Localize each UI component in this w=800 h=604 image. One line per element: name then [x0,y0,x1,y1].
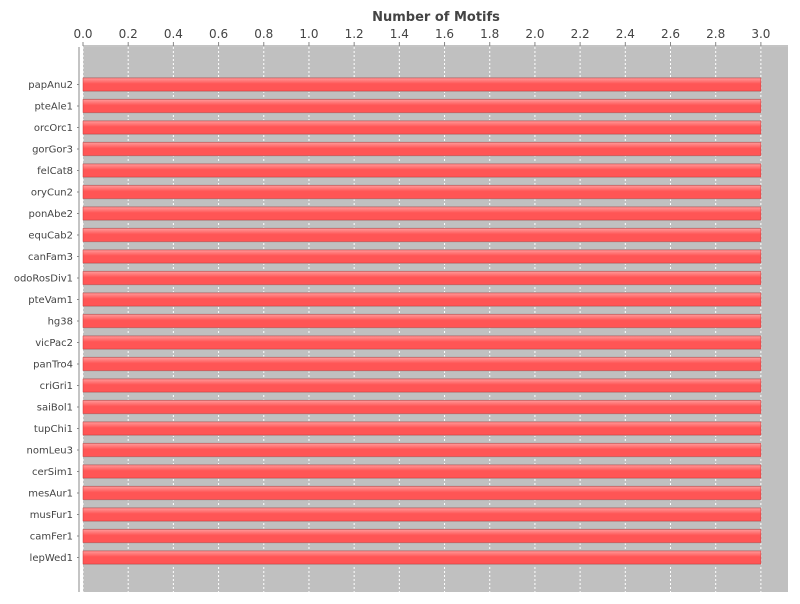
bar [82,185,762,199]
bar [82,249,762,264]
y-tick-label: felCat8 [37,166,73,177]
x-tick-label: 0.6 [209,27,228,41]
bar [82,271,762,285]
y-tick-label: orcOrc1 [34,123,73,134]
bar [82,507,762,522]
y-tick-label: lepWed1 [30,553,73,564]
x-tick-label: 1.8 [480,27,499,41]
bar [82,464,762,479]
bar [82,163,762,178]
bar [82,142,762,156]
bar [82,292,762,307]
x-tick-label: 1.4 [390,27,409,41]
bar [82,77,762,92]
y-tick-label: canFam3 [28,252,73,263]
bar [82,228,762,242]
y-tick-label: equCab2 [28,231,73,242]
y-tick-label: gorGor3 [32,145,73,156]
y-tick-label: tupChi1 [34,424,73,435]
y-tick-label: panTro4 [33,360,73,371]
x-tick-label: 2.0 [525,27,544,41]
y-tick-label: vicPac2 [35,338,73,349]
y-tick-label: mesAur1 [28,489,73,500]
bar [82,378,762,393]
bar [82,421,762,436]
x-tick-label: 2.2 [571,27,590,41]
x-tick-label: 0.0 [73,27,92,41]
bar [82,443,762,457]
y-tick-label: hg38 [48,317,73,328]
x-tick-label: 1.6 [435,27,454,41]
bar [82,529,762,543]
bar [82,335,762,350]
bar [82,357,762,371]
x-tick-label: 2.6 [661,27,680,41]
y-tick-label: odoRosDiv1 [14,274,73,285]
bar [82,206,762,221]
y-tick-label: pteAle1 [34,102,73,113]
x-tick-label: 0.4 [164,27,183,41]
x-tick-label: 1.2 [345,27,364,41]
y-tick-label: oryCun2 [31,188,73,199]
chart-title: Number of Motifs [372,10,500,25]
y-tick-label: criGri1 [40,381,73,392]
y-tick-label: cerSim1 [32,467,73,478]
x-tick-label: 0.8 [254,27,273,41]
x-tick-label: 2.8 [706,27,725,41]
x-tick-label: 0.2 [119,27,138,41]
y-tick-label: musFur1 [30,510,73,521]
x-tick-label: 1.0 [299,27,318,41]
x-tick-label: 3.0 [751,27,770,41]
bar [82,314,762,328]
plot-area: 0.0 0.2 0.4 0.6 0.8 1.0 1.2 1.4 1.6 1.8 2.0 2.2 2.4 2… [14,27,788,592]
y-tick-label: papAnu2 [28,80,73,91]
y-tick-label: saiBol1 [37,403,73,414]
bar [82,120,762,135]
y-tick-label: camFer1 [30,532,73,543]
bar [82,486,762,500]
y-tick-label: ponAbe2 [28,209,73,220]
bar [82,99,762,113]
y-tick-label: pteVam1 [28,295,73,306]
y-tick-label: nomLeu3 [27,446,73,457]
x-tick-label: 2.4 [616,27,635,41]
bar [82,400,762,414]
bar [82,550,762,565]
